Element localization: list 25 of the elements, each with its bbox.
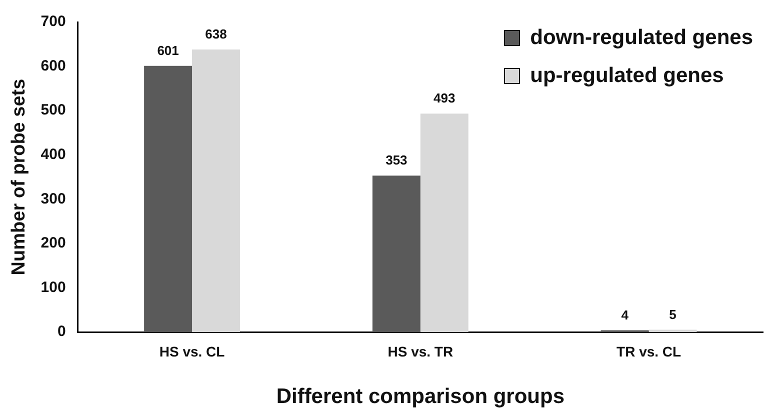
bar: [192, 49, 240, 332]
data-label: 353: [386, 152, 408, 168]
y-tick-label: 100: [40, 278, 66, 296]
x-tick-label: TR vs. CL: [616, 343, 682, 360]
y-tick-label: 300: [40, 190, 66, 208]
data-label: 638: [205, 26, 227, 42]
y-tick-label: 500: [40, 102, 66, 119]
y-axis-title: Number of probe sets: [8, 78, 30, 276]
y-tick-label: 0: [57, 323, 66, 340]
y-tick-label: 700: [40, 13, 66, 30]
y-tick-label: 200: [40, 234, 66, 252]
bar: [372, 176, 420, 332]
bar: [420, 114, 468, 332]
data-label: 601: [157, 42, 179, 58]
legend-label: up-regulated genes: [530, 64, 724, 88]
y-tick-label: 600: [40, 57, 66, 74]
y-tick-label: 400: [40, 146, 66, 163]
bar: [144, 66, 192, 332]
x-tick-label: HS vs. TR: [388, 343, 454, 360]
x-axis-title: Different comparison groups: [276, 385, 565, 408]
data-label: 493: [434, 90, 456, 106]
x-tick-label: HS vs. CL: [159, 343, 226, 360]
data-label: 4: [621, 307, 630, 322]
legend-label: down-regulated genes: [530, 26, 753, 50]
data-label: 5: [669, 306, 676, 322]
